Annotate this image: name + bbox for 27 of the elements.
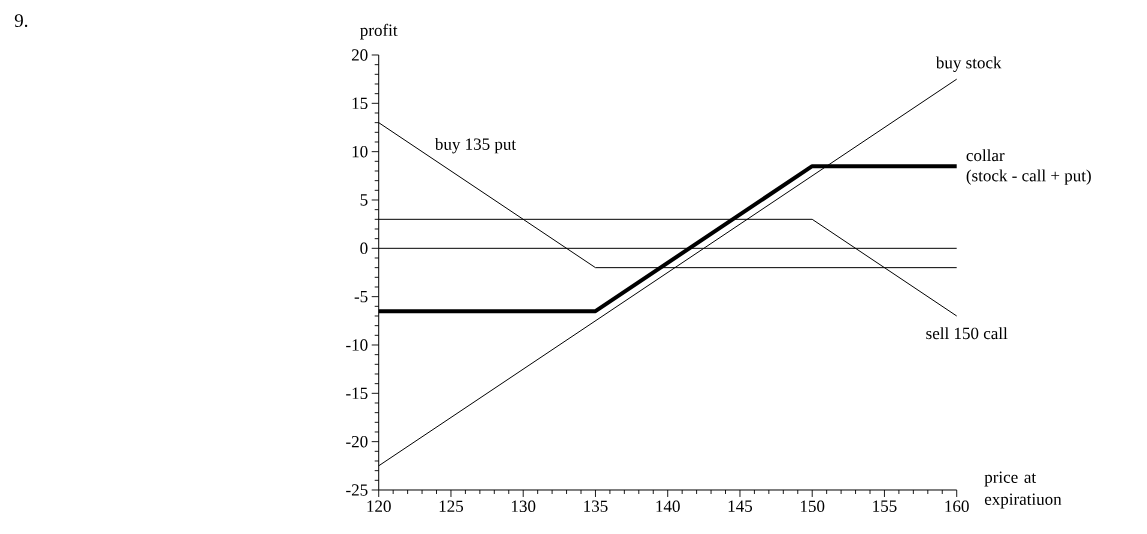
y-tick-label: 10 <box>352 145 368 158</box>
y-tick-label: -25 <box>346 484 368 496</box>
y-tick-label: 20 <box>351 49 368 61</box>
x-tick-label: 145 <box>728 500 753 512</box>
series-label: buy stock <box>935 56 1002 72</box>
text: 9. <box>14 14 28 28</box>
y-tick-label: 5 <box>360 194 368 206</box>
x-tick-label: 135 <box>584 500 608 512</box>
y-axis-title: profit <box>360 23 398 40</box>
x-tick-label: 125 <box>439 500 464 512</box>
y-tick-label: -20 <box>346 435 368 448</box>
y-tick-label: -15 <box>346 387 368 400</box>
x-tick-label: 150 <box>800 500 825 512</box>
series-label: buy 135 put <box>434 137 517 154</box>
annotation: (stock - call + put) <box>966 169 1091 185</box>
x-tick-label: 160 <box>945 500 969 512</box>
series-label: sell 150 call <box>926 327 1008 340</box>
y-tick-label: 0 <box>360 242 368 255</box>
x-tick-label: 120 <box>367 500 391 512</box>
x-tick-label: 155 <box>873 500 897 512</box>
y-tick-label: -5 <box>354 291 368 303</box>
series-label: collar <box>966 149 1005 162</box>
y-tick-label: -10 <box>346 339 368 351</box>
y-tick-label: 15 <box>352 97 368 110</box>
x-axis-title: price at expiratiuon <box>984 471 1062 509</box>
x-tick-label: 140 <box>656 500 680 512</box>
x-tick-label: 130 <box>511 500 536 512</box>
